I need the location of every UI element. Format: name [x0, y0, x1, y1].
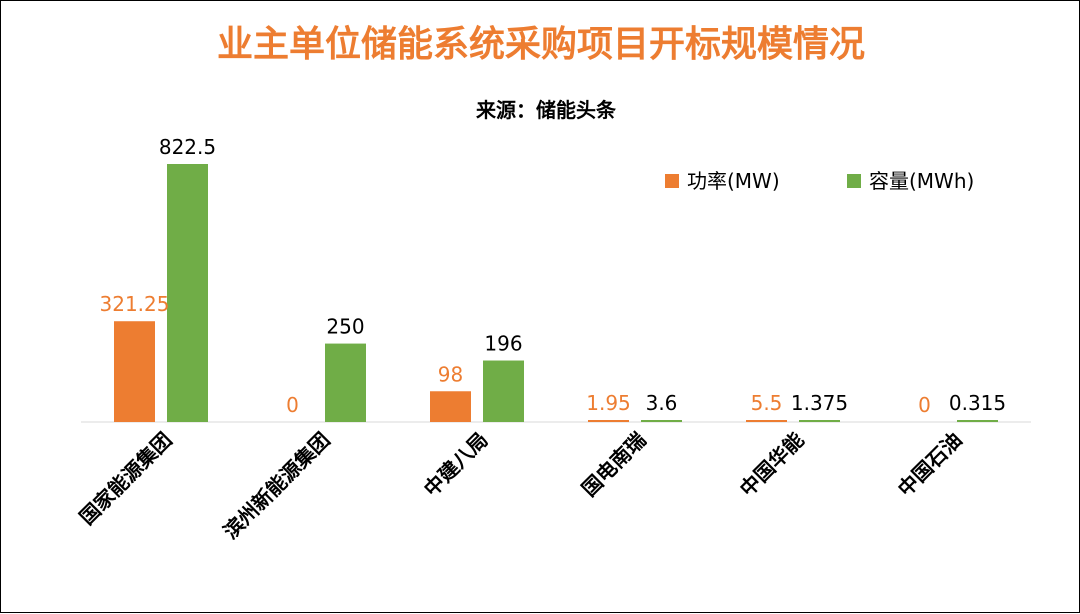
chart-title: 业主单位储能系统采购项目开标规模情况: [217, 24, 865, 65]
data-label-capacity-0: 822.5: [159, 135, 216, 159]
bar-power-2: [430, 391, 471, 422]
data-label-capacity-3: 3.6: [646, 391, 678, 415]
legend-label-capacity: 容量(MWh): [869, 169, 974, 193]
data-label-capacity-2: 196: [484, 332, 522, 356]
chart-subtitle: 来源：储能头条: [475, 98, 617, 122]
legend-swatch-capacity: [847, 174, 861, 188]
bar-power-4: [746, 420, 787, 422]
data-label-power-3: 1.95: [586, 391, 631, 415]
bar-capacity-5: [957, 420, 998, 422]
bar-power-3: [588, 420, 629, 422]
bar-power-0: [114, 321, 155, 422]
bar-capacity-1: [325, 343, 366, 422]
chart-legend: 功率(MW) 容量(MWh): [665, 169, 974, 193]
x-tick-labels-group: 国家能源集团 滨州新能源集团 中建八局 国电南瑞 中国华能 中国石油: [75, 428, 967, 544]
bar-capacity-2: [483, 360, 524, 422]
data-label-capacity-1: 250: [326, 315, 364, 339]
data-label-power-1: 0: [286, 393, 299, 417]
x-tick-label-4: 中国华能: [735, 428, 809, 502]
data-label-power-5: 0: [918, 393, 931, 417]
x-tick-label-1: 滨州新能源集团: [219, 428, 335, 544]
x-tick-label-5: 中国石油: [893, 428, 967, 502]
data-label-power-4: 5.5: [751, 391, 783, 415]
data-label-power-2: 98: [438, 362, 463, 386]
x-tick-label-2: 中建八局: [419, 428, 493, 502]
data-labels-group: 321.25 822.5 0 250 98 196 1.95 3.6 5.5 1.375 0 0.31…: [100, 135, 1007, 417]
bars-group: [114, 164, 998, 422]
bar-capacity-3: [641, 420, 682, 422]
bar-capacity-0: [167, 164, 208, 422]
legend-label-power: 功率(MW): [687, 169, 780, 193]
x-tick-label-3: 国电南瑞: [577, 428, 651, 502]
data-label-capacity-5: 0.315: [949, 391, 1006, 415]
legend-swatch-power: [665, 174, 679, 188]
data-label-capacity-4: 1.375: [791, 391, 848, 415]
x-tick-label-0: 国家能源集团: [75, 428, 177, 530]
bar-capacity-4: [799, 420, 840, 422]
data-label-power-0: 321.25: [100, 292, 170, 316]
